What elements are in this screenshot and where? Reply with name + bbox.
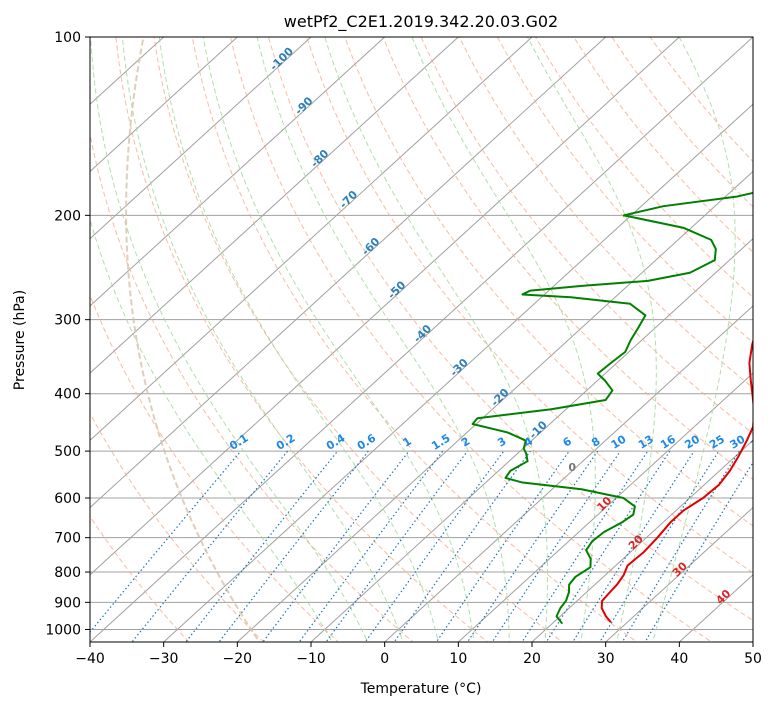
mixing-ratio-line-1: [262, 450, 410, 642]
y-tick-label: 800: [54, 565, 81, 581]
isotherm--110: [90, 37, 239, 173]
data-series: [471, 191, 753, 624]
x-axis-ticks: −40 −30 −20 −10 0 10 20 30 40 50: [75, 642, 762, 667]
mixing-ratio-line-0.4: [185, 450, 339, 642]
dry-adiabat-80: [382, 37, 753, 481]
moist-adiabat--5: [90, 37, 369, 642]
mixing-ratio-line-0.2: [131, 450, 289, 642]
moist-adiabat-35: [652, 37, 736, 642]
moist-adiabat-20: [324, 37, 549, 642]
mixing-ratio-line-3: [364, 450, 505, 642]
moist-adiabat-10: [202, 37, 475, 642]
mixing-ratio-line-20: [572, 450, 695, 642]
x-tick-label: 10: [449, 651, 467, 667]
x-tick-label: −30: [149, 651, 179, 667]
mixing-ratio-line-30: [621, 450, 740, 642]
moist-adiabat-0: [121, 37, 404, 642]
isotherm--100: [90, 37, 312, 240]
x-axis-label: Temperature (°C): [360, 681, 482, 697]
dry-adiabat-10: [115, 37, 489, 642]
moist-adiabat-30: [527, 37, 657, 642]
x-tick-label: −40: [75, 651, 105, 667]
moist-adiabat-15: [256, 37, 510, 642]
isotherm--90: [90, 37, 386, 307]
mixing-ratio-lines: [90, 450, 753, 642]
x-tick-label: −20: [223, 651, 253, 667]
y-tick-label: 600: [54, 491, 81, 507]
moist-adiabat-5: [158, 37, 439, 642]
isotherm-20: [531, 439, 753, 642]
isotherm-0: [383, 305, 753, 642]
isotherm--70: [90, 37, 533, 442]
x-tick-label: −10: [296, 651, 326, 667]
x-tick-label: 20: [523, 651, 541, 667]
y-tick-label: 500: [54, 444, 81, 460]
y-tick-label: 100: [54, 30, 81, 46]
y-tick-label: 200: [54, 208, 81, 224]
isotherm-30: [604, 506, 753, 642]
isotherm--60: [90, 37, 607, 509]
dry-adiabat-40: [229, 37, 713, 642]
dry-adiabat-70: [344, 37, 753, 527]
isotherm--30: [162, 103, 753, 642]
mixing-ratio-line-10: [491, 450, 621, 642]
isotherm--20: [236, 170, 753, 642]
isotherm-grid: [90, 37, 753, 642]
x-tick-label: 30: [597, 651, 615, 667]
moist-adiabat--10: [90, 217, 333, 642]
y-axis-ticks: 100 200 300 400 500 600 700 800 900 1000: [45, 30, 90, 638]
dry-adiabat--20: [90, 412, 265, 642]
mixing-ratio-line-8: [466, 450, 599, 642]
dry-adiabat--10: [90, 293, 339, 642]
isobar-grid: [90, 37, 753, 630]
y-tick-label: 300: [54, 313, 81, 329]
chart-title: wetPf2_C2E1.2019.342.20.03.G02: [284, 12, 558, 32]
reference-curve: [125, 37, 261, 642]
dry-adiabat-0: [90, 131, 414, 642]
x-tick-label: 40: [670, 651, 688, 667]
mixing-ratio-line-4: [393, 450, 531, 642]
moist-adiabat-label: 0: [568, 461, 576, 474]
moist-adiabats: [90, 37, 736, 642]
mixing-ratio-label: 36: [748, 432, 768, 451]
y-tick-label: 700: [54, 531, 81, 547]
mixing-ratio-line-25: [599, 450, 720, 642]
y-tick-label: 900: [54, 595, 81, 611]
plot-frame: [89, 36, 754, 643]
reference-curve-line: [125, 37, 261, 642]
dry-adiabat-60: [306, 37, 753, 574]
dewpoint-profile-line: [471, 191, 753, 624]
x-tick-label: 50: [744, 651, 762, 667]
dry-adiabat--30: [90, 515, 190, 642]
isotherm--40: [90, 37, 753, 642]
isotherm--10: [310, 237, 753, 642]
dry-adiabat-30: [191, 37, 638, 642]
isotherm--50: [90, 37, 681, 576]
mixing-ratio-line-16: [545, 450, 671, 642]
y-tick-label: 400: [54, 387, 81, 403]
mixing-ratio-line-13: [521, 450, 649, 642]
y-axis-label: Pressure (hPa): [12, 290, 28, 390]
dry-adiabat-20: [153, 37, 564, 642]
mixing-ratio-line-36: [644, 461, 753, 642]
isotherm-10: [457, 372, 753, 642]
y-tick-label: 1000: [45, 622, 81, 638]
temperature-profile-line: [600, 338, 753, 623]
x-tick-label: 0: [380, 651, 389, 667]
